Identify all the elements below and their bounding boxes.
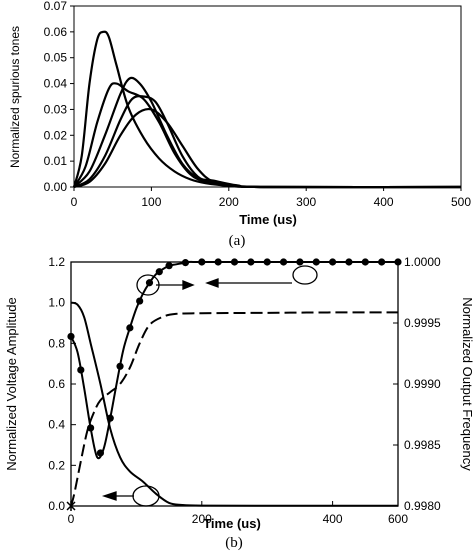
chart-b-right-y-tick-label: 0.9995 — [404, 316, 441, 330]
chart-b-frequency-marker — [96, 449, 105, 457]
chart-a-series-line-4 — [73, 95, 462, 189]
chart-a-x-tick-label: 200 — [219, 195, 239, 209]
chart-b-frequency-marker — [214, 258, 222, 266]
chart-b-frequency-marker — [361, 258, 369, 266]
chart-b-right-y-ticks: 0.9980 0.9985 0.9990 0.9995 1.0000 — [393, 255, 441, 513]
chart-a-x-tick-label: 100 — [141, 195, 161, 209]
chart-b-left-y-tick-label: 1.2 — [48, 255, 65, 269]
chart-a-x-tick-label: 400 — [374, 195, 394, 209]
chart-a-x-tick-label: 0 — [71, 195, 78, 209]
chart-b-frequency-marker — [345, 258, 353, 266]
chart-b-frequency-marker — [394, 258, 402, 266]
chart-a-series-line-5 — [73, 107, 462, 189]
chart-b-frequency-marker — [136, 297, 144, 305]
chart-b-frequency-marker — [181, 259, 190, 267]
chart-b-frequency-marker — [378, 258, 386, 266]
chart-b-annotations — [101, 265, 318, 507]
chart-b-frequency-marker — [296, 258, 304, 266]
chart-a-y-tick-label: 0.01 — [44, 154, 68, 168]
arrowhead-left-lower — [101, 491, 117, 501]
chart-a-y-tick-label: 0.03 — [44, 102, 68, 116]
chart-a-series-line-3 — [73, 76, 462, 189]
chart-b-left-y-tick-label: 0.8 — [48, 336, 65, 350]
chart-a-x-ticks: 0 100 200 300 400 500 — [71, 187, 471, 209]
chart-b-frequency-marker — [145, 279, 154, 287]
chart-b-x-tick-label: 200 — [192, 512, 212, 526]
chart-b-frequency-marker — [106, 414, 114, 422]
chart-a-x-tick-label: 500 — [451, 195, 471, 209]
chart-b-left-y-ticks: 0.0 0.2 0.4 0.6 0.8 1.0 1.2 — [48, 255, 76, 513]
chart-b-frequency-marker — [312, 258, 320, 266]
chart-b-frequency-marker — [329, 258, 337, 266]
chart-a-series-line-1 — [72, 30, 462, 189]
chart-a-y-tick-label: 0.06 — [44, 25, 68, 39]
chart-a: 0.00 0.01 0.02 0.03 0.04 0.05 0.06 0.07 0 100 200… — [8, 0, 471, 249]
chart-a-x-tick-label: 300 — [296, 195, 316, 209]
chart-b-frequency-marker — [247, 258, 255, 266]
annotation-ellipse-dashed-curve — [292, 265, 318, 285]
chart-b-series — [66, 258, 402, 511]
chart-b-plot-frame — [70, 261, 399, 507]
chart-b-frequency-marker — [155, 268, 163, 276]
chart-a-caption: (a) — [229, 233, 246, 249]
chart-b-x-tick-label: 0 — [68, 512, 75, 526]
chart-b-frequency-marker — [279, 258, 288, 266]
chart-b-frequency-marker — [198, 258, 206, 266]
chart-b-left-y-tick-label: 0.2 — [48, 458, 65, 472]
chart-b-left-y-axis-label: Normalized Voltage Amplitude — [4, 297, 19, 470]
chart-b-origin-star-marker — [66, 501, 76, 511]
chart-b-dotted-frequency-line — [70, 260, 398, 460]
chart-a-series — [72, 30, 462, 189]
chart-b-frequency-marker — [67, 332, 75, 341]
chart-a-y-tick-label: 0.00 — [44, 180, 68, 194]
chart-b-dashed-line — [70, 311, 399, 507]
chart-a-plot-frame — [73, 5, 462, 188]
chart-b-left-y-tick-label: 0.6 — [48, 377, 65, 391]
chart-b-frequency-marker — [165, 262, 173, 270]
chart-b-x-tick-label: 400 — [323, 512, 343, 526]
chart-b-right-y-tick-label: 0.9985 — [404, 438, 441, 452]
chart-b-left-y-tick-label: 1.0 — [48, 296, 65, 310]
chart-a-y-tick-label: 0.05 — [44, 51, 68, 65]
chart-b: 0.0 0.2 0.4 0.6 0.8 1.0 1.2 0.9980 0.9985 0.9990… — [4, 255, 474, 551]
chart-a-y-ticks: 0.00 0.01 0.02 0.03 0.04 0.05 0.06 0.07 — [44, 0, 74, 194]
chart-b-right-y-tick-label: 1.0000 — [404, 255, 441, 269]
chart-b-x-ticks: 0 200 400 600 — [68, 501, 408, 526]
chart-b-caption: (b) — [225, 535, 243, 551]
chart-b-left-y-tick-label: 0.0 — [48, 499, 65, 513]
chart-b-frequency-marker — [263, 258, 271, 266]
chart-b-right-y-tick-label: 0.9990 — [404, 377, 441, 391]
chart-b-frequency-marker — [126, 324, 134, 332]
arrowhead-left-upper — [205, 278, 219, 288]
chart-b-frequency-marker — [230, 258, 239, 266]
chart-b-frequency-marker — [77, 366, 85, 374]
chart-a-y-tick-label: 0.02 — [44, 128, 68, 142]
arrowhead-right — [182, 280, 195, 290]
chart-b-right-y-axis-label: Normalized Output Frequency — [460, 297, 474, 471]
chart-b-left-y-tick-label: 0.4 — [48, 418, 65, 432]
chart-b-frequency-marker — [87, 424, 95, 432]
chart-a-y-axis-label: Normalized spurious tones — [8, 26, 22, 168]
chart-b-x-axis-label: Time (us) — [203, 516, 261, 531]
chart-a-y-tick-label: 0.04 — [44, 77, 68, 91]
chart-b-frequency-marker — [116, 362, 124, 370]
chart-b-right-y-tick-label: 0.9980 — [404, 499, 441, 513]
annotation-ellipse-solid-curve — [132, 485, 160, 507]
chart-b-solid-line — [70, 301, 399, 507]
chart-b-x-tick-label: 600 — [388, 512, 408, 526]
chart-a-y-tick-label: 0.07 — [44, 0, 68, 13]
chart-a-x-axis-label: Time (us) — [239, 212, 297, 227]
